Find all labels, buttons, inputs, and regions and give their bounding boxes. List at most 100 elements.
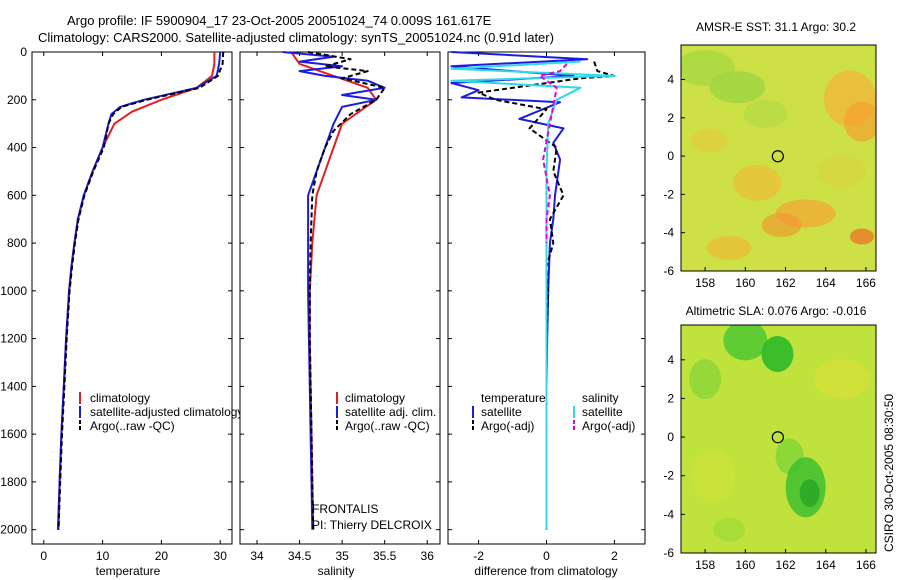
legend-label-argo: Argo(..raw -QC) [90,419,175,433]
map-color-patch [817,155,866,188]
x-tick-label: 0 [543,549,550,563]
series-line-satellite [282,51,386,530]
depth-tick-label: 1400 [0,379,27,393]
map-lat-label: -6 [663,264,674,278]
temperature-panel: 0 200 400 600 800 1000 1200 1400 1600 1800 2000 0 1… [0,45,243,578]
sla-argo-float-marker [771,431,784,444]
csiro-timestamp: CSIRO 30-Oct-2005 08:30:50 [882,394,896,552]
temperature-series [56,51,225,530]
sst-map-title: AMSR-E SST: 31.1 Argo: 30.2 [696,20,856,34]
map-lon-label: 162 [776,558,796,572]
map-color-patch [733,164,782,201]
x-tick-label: 35.5 [373,549,397,563]
map-lat-label: 4 [667,72,674,86]
x-tick-label: 2 [611,549,618,563]
map-color-patch [691,449,736,502]
difference-legend: temperature salinity satellite Argo(-adj… [472,391,635,433]
figure-title-line1: Argo profile: IF 5900904_17 23-Oct-2005 … [67,13,492,28]
legend-label-temp-argo: Argo(-adj) [481,419,534,433]
legend-label-sal-satellite: satellite [582,405,623,419]
salinity-panel: 34 34.5 35 35.5 36 salinity climatology sate… [239,51,441,578]
map-color-patch [691,128,728,153]
map-lon-label: 166 [856,558,876,572]
salinity-axis-ticks: 34 34.5 35 35.5 36 [240,51,440,563]
depth-tick-label: 1200 [0,332,27,346]
sst-map-ticks: 158 160 162 164 166 4 2 0 -2 -4 -6 [663,72,876,290]
legend-label-climatology: climatology [90,391,150,405]
map-color-patch [799,479,820,508]
x-tick-label: -2 [473,549,484,563]
legend-header-temperature: temperature [481,391,546,405]
legend-header-salinity: salinity [582,391,619,405]
salinity-axis-label: salinity [318,564,355,578]
x-tick-label: 36 [421,549,435,563]
sla-map-field [681,325,876,553]
sla-map-title: Altimetric SLA: 0.076 Argo: -0.016 [686,304,867,318]
temperature-legend: climatology satellite-adjusted climatolo… [79,391,243,433]
map-lat-label: 0 [667,430,674,444]
map-lat-label: 4 [667,353,674,367]
map-lat-label: 2 [667,391,674,405]
map-color-patch [707,236,752,261]
temperature-plot-frame [31,51,233,545]
float-pi-name: PI: Thierry DELCROIX [312,518,432,532]
sla-map-panel: Altimetric SLA: 0.076 Argo: -0.016 158 16… [663,304,877,572]
series-line-salinity-satellite [450,60,616,530]
depth-tick-label: 200 [7,93,27,107]
depth-tick-label: 2000 [0,523,27,537]
depth-tick-label: 400 [7,141,27,155]
depth-tick-label: 0 [20,45,27,59]
sst-map-field [681,45,876,271]
figure-title-line2: Climatology: CARS2000. Satellite-adjuste… [38,30,554,45]
series-line-argo [307,51,386,530]
x-tick-label: 20 [155,549,169,563]
map-lon-label: 160 [735,558,755,572]
difference-panel: -2 0 2 difference from climatology tempera… [447,51,646,578]
depth-axis-ticks: 0 200 400 600 800 1000 1200 1400 1600 1800 2000 [0,45,27,537]
sst-map-frame [680,44,877,272]
map-color-patch [849,228,874,245]
difference-series [450,51,616,530]
map-lat-label: -2 [663,469,674,483]
map-color-patch [689,359,722,400]
legend-label-sal-argo: Argo(-adj) [582,419,635,433]
x-tick-label: 30 [214,549,228,563]
map-color-patch [813,359,870,400]
map-lat-label: -6 [663,546,674,560]
depth-tick-label: 800 [7,236,27,250]
depth-tick-label: 600 [7,188,27,202]
map-lon-label: 160 [735,276,755,290]
legend-label-climatology: climatology [345,391,405,405]
legend-label-argo: Argo(..raw -QC) [345,419,430,433]
x-tick-label: 0 [40,549,47,563]
depth-tick-label: 1600 [0,427,27,441]
salinity-legend: climatology satellite adj. clim. Argo(..… [336,391,436,433]
salinity-series [282,51,386,530]
x-tick-label: 34.5 [288,549,312,563]
legend-label-satellite: satellite adj. clim. [345,405,436,419]
sla-map-frame [680,324,877,554]
map-color-patch [723,325,768,361]
legend-label-temp-satellite: satellite [481,405,522,419]
series-line-argo [57,51,225,530]
x-tick-label: 10 [96,549,110,563]
temperature-axis-label: temperature [96,564,161,578]
map-color-patch [761,335,794,372]
map-color-patch [843,101,876,142]
map-color-patch [761,213,802,238]
map-lon-label: 166 [856,276,876,290]
depth-tick-label: 1000 [0,284,27,298]
float-project-name: FRONTALIS [312,502,378,516]
map-lat-label: -2 [663,187,674,201]
sst-map-panel: AMSR-E SST: 31.1 Argo: 30.2 158 160 162 164… [663,20,877,290]
difference-axis-ticks: -2 0 2 [448,51,645,563]
temperature-axis-ticks: 0 10 20 30 [32,51,232,563]
map-lat-label: 0 [667,149,674,163]
legend-label-satellite: satellite-adjusted climatology [90,405,243,419]
salinity-plot-frame [239,51,441,545]
map-lon-label: 164 [816,276,836,290]
map-color-patch [713,517,746,542]
difference-axis-label: difference from climatology [474,564,617,578]
map-color-patch [709,71,766,104]
